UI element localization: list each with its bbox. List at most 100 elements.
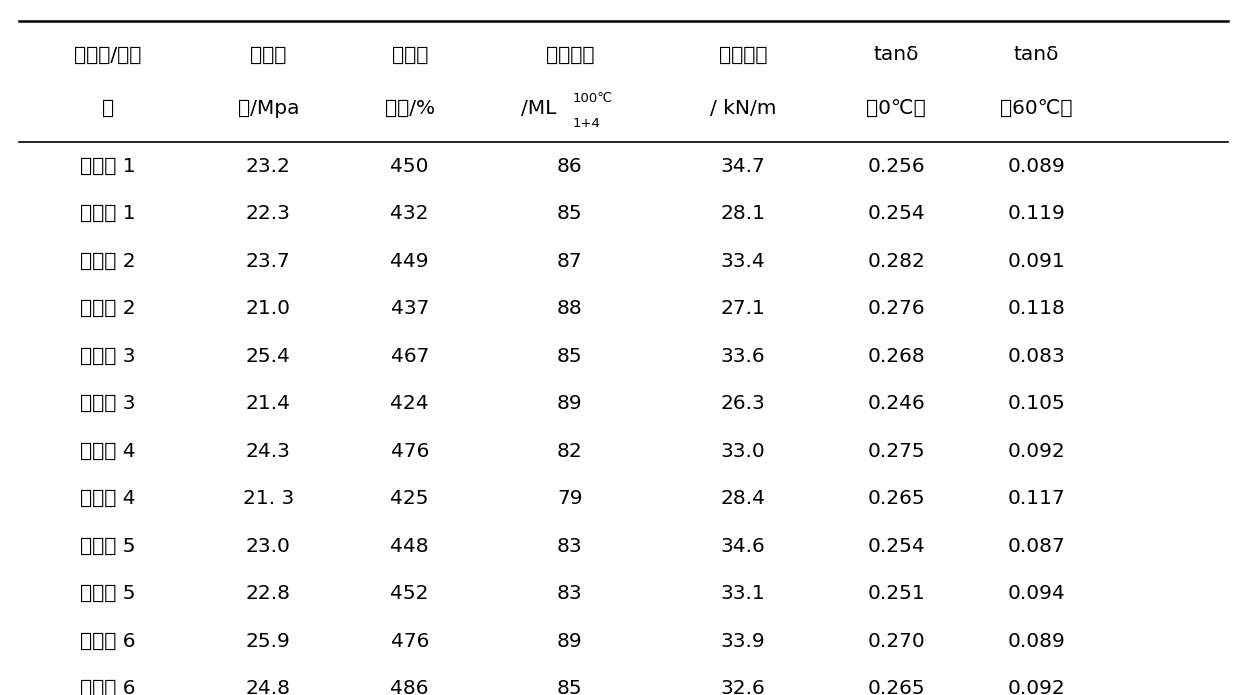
Text: 83: 83	[557, 537, 583, 556]
Text: 0.265: 0.265	[868, 679, 925, 695]
Text: /ML: /ML	[521, 99, 557, 118]
Text: 486: 486	[391, 679, 429, 695]
Text: 25.4: 25.4	[246, 347, 290, 366]
Text: 21.4: 21.4	[246, 394, 290, 414]
Text: 34.7: 34.7	[720, 156, 765, 176]
Text: 门尼黏度: 门尼黏度	[546, 45, 594, 65]
Text: 32.6: 32.6	[720, 679, 765, 695]
Text: 例: 例	[102, 99, 114, 118]
Text: 85: 85	[557, 679, 583, 695]
Text: 对比例 2: 对比例 2	[81, 299, 136, 318]
Text: 33.9: 33.9	[720, 632, 765, 651]
Text: 0.118: 0.118	[1008, 299, 1065, 318]
Text: 断裂伸: 断裂伸	[392, 45, 428, 65]
Text: tanδ: tanδ	[874, 45, 919, 65]
Text: 0.117: 0.117	[1008, 489, 1065, 508]
Text: 1+4: 1+4	[573, 117, 600, 130]
Text: 实施例 4: 实施例 4	[81, 441, 136, 461]
Text: 432: 432	[391, 204, 429, 223]
Text: 实施例 6: 实施例 6	[81, 632, 136, 651]
Text: 34.6: 34.6	[720, 537, 765, 556]
Text: 实施例 2: 实施例 2	[81, 252, 136, 271]
Text: 长率/%: 长率/%	[384, 99, 435, 118]
Text: 撕裂强度: 撕裂强度	[718, 45, 768, 65]
Text: tanδ: tanδ	[1014, 45, 1059, 65]
Text: 21. 3: 21. 3	[243, 489, 294, 508]
Text: 424: 424	[391, 394, 429, 414]
Text: 0.276: 0.276	[868, 299, 925, 318]
Text: 452: 452	[391, 584, 429, 603]
Text: 度/Mpa: 度/Mpa	[238, 99, 299, 118]
Text: 0.256: 0.256	[868, 156, 925, 176]
Text: 0.083: 0.083	[1008, 347, 1065, 366]
Text: 450: 450	[391, 156, 429, 176]
Text: 22.8: 22.8	[246, 584, 290, 603]
Text: 33.0: 33.0	[720, 441, 765, 461]
Text: 0.268: 0.268	[868, 347, 925, 366]
Text: 0.246: 0.246	[868, 394, 925, 414]
Text: （60℃）: （60℃）	[1001, 99, 1073, 118]
Text: 23.2: 23.2	[246, 156, 290, 176]
Text: 26.3: 26.3	[720, 394, 765, 414]
Text: 24.8: 24.8	[246, 679, 290, 695]
Text: 23.7: 23.7	[246, 252, 290, 271]
Text: 83: 83	[557, 584, 583, 603]
Text: 0.087: 0.087	[1008, 537, 1065, 556]
Text: 449: 449	[391, 252, 429, 271]
Text: 28.1: 28.1	[720, 204, 765, 223]
Text: 对比例 4: 对比例 4	[81, 489, 136, 508]
Text: 0.105: 0.105	[1008, 394, 1065, 414]
Text: 0.251: 0.251	[868, 584, 925, 603]
Text: 实施例 3: 实施例 3	[81, 347, 136, 366]
Text: 33.6: 33.6	[720, 347, 765, 366]
Text: 85: 85	[557, 204, 583, 223]
Text: 0.092: 0.092	[1008, 441, 1065, 461]
Text: 24.3: 24.3	[246, 441, 290, 461]
Text: / kN/m: / kN/m	[709, 99, 776, 118]
Text: 33.4: 33.4	[720, 252, 765, 271]
Text: （0℃）: （0℃）	[867, 99, 926, 118]
Text: 88: 88	[557, 299, 583, 318]
Text: 89: 89	[557, 394, 583, 414]
Text: 0.089: 0.089	[1008, 632, 1065, 651]
Text: 22.3: 22.3	[246, 204, 290, 223]
Text: 425: 425	[391, 489, 429, 508]
Text: 33.1: 33.1	[720, 584, 765, 603]
Text: 89: 89	[557, 632, 583, 651]
Text: 0.094: 0.094	[1008, 584, 1065, 603]
Text: 25.9: 25.9	[246, 632, 290, 651]
Text: 86: 86	[557, 156, 583, 176]
Text: 87: 87	[557, 252, 583, 271]
Text: 拉伸强: 拉伸强	[250, 45, 286, 65]
Text: 0.254: 0.254	[868, 204, 925, 223]
Text: 79: 79	[557, 489, 583, 508]
Text: 实施例/对比: 实施例/对比	[74, 45, 141, 65]
Text: 476: 476	[391, 632, 429, 651]
Text: 对比例 3: 对比例 3	[81, 394, 136, 414]
Text: 0.254: 0.254	[868, 537, 925, 556]
Text: 448: 448	[391, 537, 429, 556]
Text: 0.270: 0.270	[868, 632, 925, 651]
Text: 100℃: 100℃	[573, 92, 613, 104]
Text: 467: 467	[391, 347, 429, 366]
Text: 85: 85	[557, 347, 583, 366]
Text: 21.0: 21.0	[246, 299, 290, 318]
Text: 0.282: 0.282	[868, 252, 925, 271]
Text: 0.091: 0.091	[1008, 252, 1065, 271]
Text: 0.119: 0.119	[1008, 204, 1065, 223]
Text: 23.0: 23.0	[246, 537, 290, 556]
Text: 对比例 5: 对比例 5	[81, 584, 136, 603]
Text: 对比例 1: 对比例 1	[81, 204, 136, 223]
Text: 437: 437	[391, 299, 429, 318]
Text: 0.089: 0.089	[1008, 156, 1065, 176]
Text: 实施例 5: 实施例 5	[81, 537, 136, 556]
Text: 0.275: 0.275	[868, 441, 925, 461]
Text: 实施例 1: 实施例 1	[81, 156, 136, 176]
Text: 27.1: 27.1	[720, 299, 765, 318]
Text: 476: 476	[391, 441, 429, 461]
Text: 82: 82	[557, 441, 583, 461]
Text: 对比例 6: 对比例 6	[81, 679, 136, 695]
Text: 28.4: 28.4	[720, 489, 765, 508]
Text: 0.265: 0.265	[868, 489, 925, 508]
Text: 0.092: 0.092	[1008, 679, 1065, 695]
